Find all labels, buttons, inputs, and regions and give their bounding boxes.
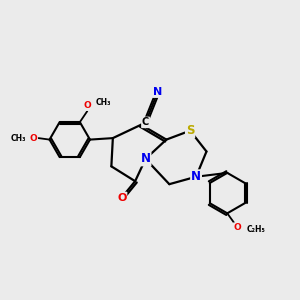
- Text: S: S: [186, 124, 194, 137]
- Text: C: C: [142, 117, 149, 128]
- Text: C₂H₅: C₂H₅: [247, 225, 266, 234]
- Text: N: N: [140, 152, 151, 165]
- Text: O: O: [234, 223, 242, 232]
- Text: CH₃: CH₃: [10, 134, 26, 142]
- Text: N: N: [191, 170, 201, 183]
- Text: CH₃: CH₃: [96, 98, 111, 107]
- Text: O: O: [117, 193, 127, 202]
- Text: N: N: [153, 87, 162, 97]
- Text: O: O: [83, 101, 91, 110]
- Text: O: O: [29, 134, 37, 142]
